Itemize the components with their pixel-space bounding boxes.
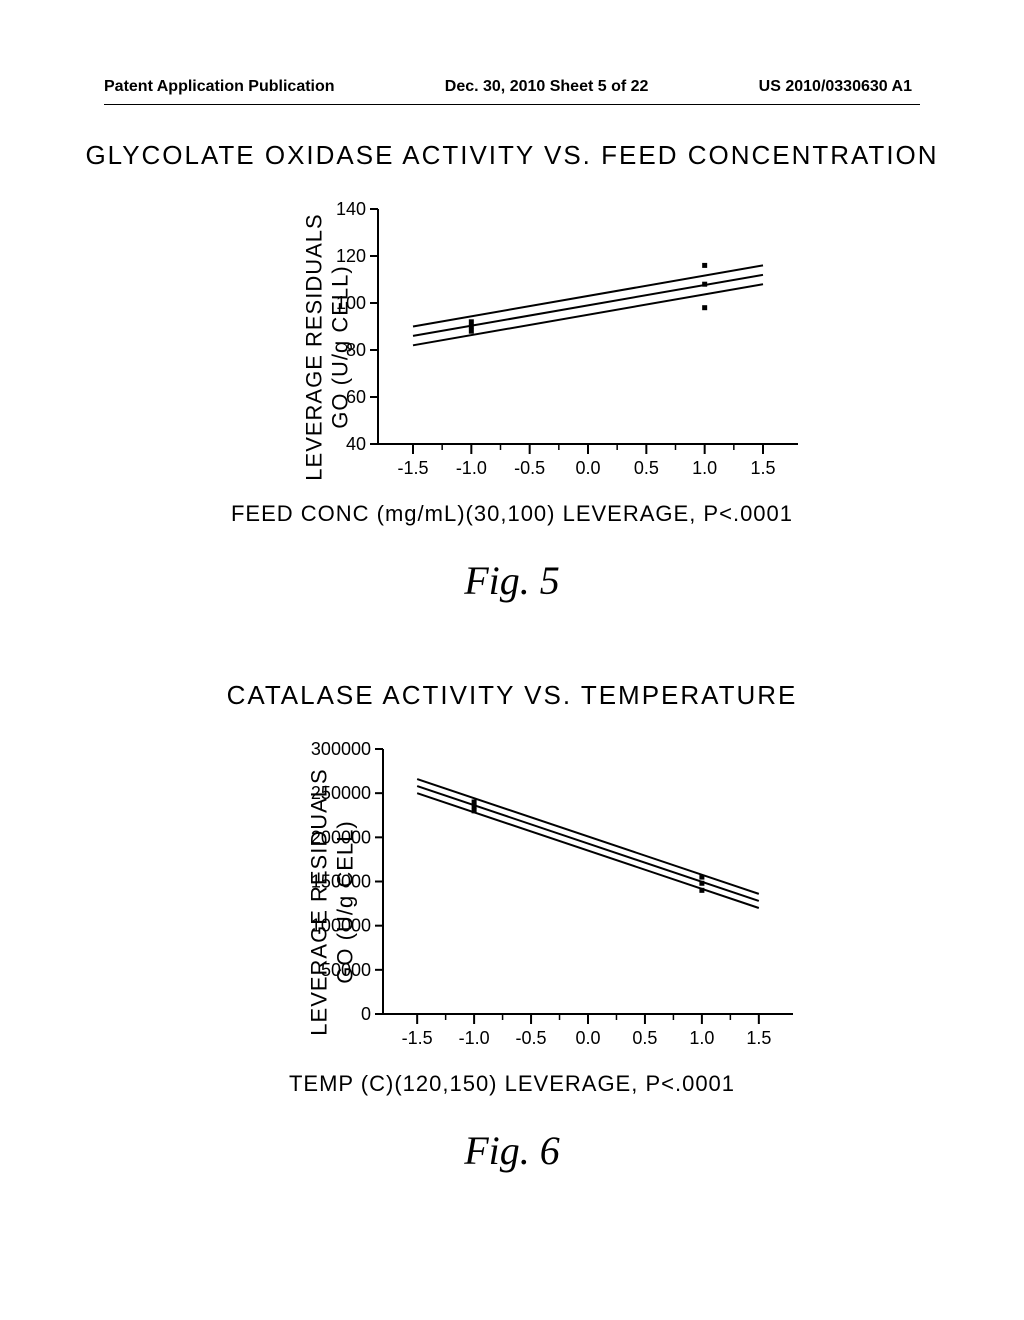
svg-text:0.0: 0.0 — [575, 1028, 600, 1048]
header-rule — [104, 104, 920, 105]
y-label-line2: LEVERAGE RESIDUALS — [302, 213, 327, 480]
y-label-line1: GO (U/g CELL) — [333, 768, 359, 1035]
svg-text:0.5: 0.5 — [634, 458, 659, 478]
figure-6-y-label: LEVERAGE RESIDUALS GO (U/g CELL) — [307, 768, 359, 1035]
svg-text:1.5: 1.5 — [750, 458, 775, 478]
figure-6-title: CATALASE ACTIVITY VS. TEMPERATURE — [0, 680, 1024, 711]
svg-text:0.0: 0.0 — [575, 458, 600, 478]
figure-6-plot: 050000100000150000200000250000300000-1.5… — [305, 739, 807, 1060]
figure-5-svg: 406080100120140-1.5-1.0-0.50.00.51.01.5 — [300, 199, 812, 490]
figure-6-block: CATALASE ACTIVITY VS. TEMPERATURE LEVERA… — [0, 680, 1024, 1174]
svg-text:-1.0: -1.0 — [459, 1028, 490, 1048]
svg-text:-0.5: -0.5 — [514, 458, 545, 478]
figure-6-svg: 050000100000150000200000250000300000-1.5… — [305, 739, 807, 1060]
figure-5-plot: 406080100120140-1.5-1.0-0.50.00.51.01.5 — [300, 199, 812, 490]
figure-5-chart-wrap: LEVERAGE RESIDUALS GO (U/g CELL) 4060801… — [212, 199, 812, 495]
figure-5-caption: Fig. 5 — [0, 557, 1024, 604]
y-label-line2: LEVERAGE RESIDUALS — [307, 768, 332, 1035]
figure-5-x-label: FEED CONC (mg/mL)(30,100) LEVERAGE, P<.0… — [0, 501, 1024, 527]
page-header: Patent Application Publication Dec. 30, … — [0, 78, 1024, 96]
header-center: Dec. 30, 2010 Sheet 5 of 22 — [445, 78, 649, 96]
svg-text:-1.0: -1.0 — [456, 458, 487, 478]
figure-5-title: GLYCOLATE OXIDASE ACTIVITY VS. FEED CONC… — [0, 140, 1024, 171]
svg-text:0.5: 0.5 — [632, 1028, 657, 1048]
svg-text:0: 0 — [361, 1004, 371, 1024]
y-label-line1: GO (U/g CELL) — [328, 213, 354, 480]
svg-text:-1.5: -1.5 — [397, 458, 428, 478]
svg-text:1.5: 1.5 — [746, 1028, 771, 1048]
figure-6-caption: Fig. 6 — [0, 1127, 1024, 1174]
header-left: Patent Application Publication — [104, 78, 335, 96]
figure-6-x-label: TEMP (C)(120,150) LEVERAGE, P<.0001 — [0, 1071, 1024, 1097]
svg-text:1.0: 1.0 — [692, 458, 717, 478]
svg-text:1.0: 1.0 — [689, 1028, 714, 1048]
svg-text:300000: 300000 — [311, 739, 371, 759]
figure-5-y-label: LEVERAGE RESIDUALS GO (U/g CELL) — [302, 213, 354, 480]
figure-6-chart-wrap: LEVERAGE RESIDUALS GO (U/g CELL) 0500001… — [217, 739, 807, 1065]
svg-text:-1.5: -1.5 — [402, 1028, 433, 1048]
svg-text:-0.5: -0.5 — [516, 1028, 547, 1048]
figure-5-block: GLYCOLATE OXIDASE ACTIVITY VS. FEED CONC… — [0, 140, 1024, 604]
header-right: US 2010/0330630 A1 — [759, 78, 912, 96]
